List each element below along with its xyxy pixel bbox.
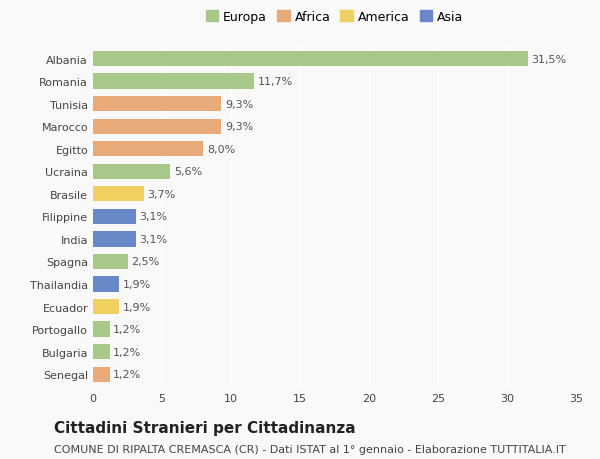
Text: Cittadini Stranieri per Cittadinanza: Cittadini Stranieri per Cittadinanza <box>54 420 356 435</box>
Text: 1,2%: 1,2% <box>113 347 141 357</box>
Text: 9,3%: 9,3% <box>225 100 253 109</box>
Bar <box>93 74 254 90</box>
Text: 9,3%: 9,3% <box>225 122 253 132</box>
Bar <box>93 254 128 269</box>
Bar <box>93 187 144 202</box>
Text: 1,2%: 1,2% <box>113 369 141 379</box>
Text: 11,7%: 11,7% <box>258 77 293 87</box>
Bar <box>93 119 221 134</box>
Bar <box>93 97 221 112</box>
Text: 2,5%: 2,5% <box>131 257 159 267</box>
Bar <box>93 164 170 179</box>
Text: 31,5%: 31,5% <box>531 55 566 64</box>
Bar <box>93 142 203 157</box>
Bar <box>93 232 136 247</box>
Bar <box>93 367 110 382</box>
Bar <box>93 322 110 337</box>
Bar <box>93 52 528 67</box>
Bar <box>93 344 110 359</box>
Bar <box>93 277 119 292</box>
Text: 1,9%: 1,9% <box>122 302 151 312</box>
Bar <box>93 299 119 314</box>
Text: 3,1%: 3,1% <box>139 212 167 222</box>
Text: 8,0%: 8,0% <box>207 145 235 154</box>
Text: 5,6%: 5,6% <box>174 167 202 177</box>
Text: 3,7%: 3,7% <box>148 190 176 199</box>
Bar <box>93 209 136 224</box>
Text: 1,9%: 1,9% <box>122 280 151 289</box>
Text: 3,1%: 3,1% <box>139 235 167 244</box>
Text: 1,2%: 1,2% <box>113 325 141 334</box>
Legend: Europa, Africa, America, Asia: Europa, Africa, America, Asia <box>206 11 463 24</box>
Text: COMUNE DI RIPALTA CREMASCA (CR) - Dati ISTAT al 1° gennaio - Elaborazione TUTTIT: COMUNE DI RIPALTA CREMASCA (CR) - Dati I… <box>54 444 566 454</box>
